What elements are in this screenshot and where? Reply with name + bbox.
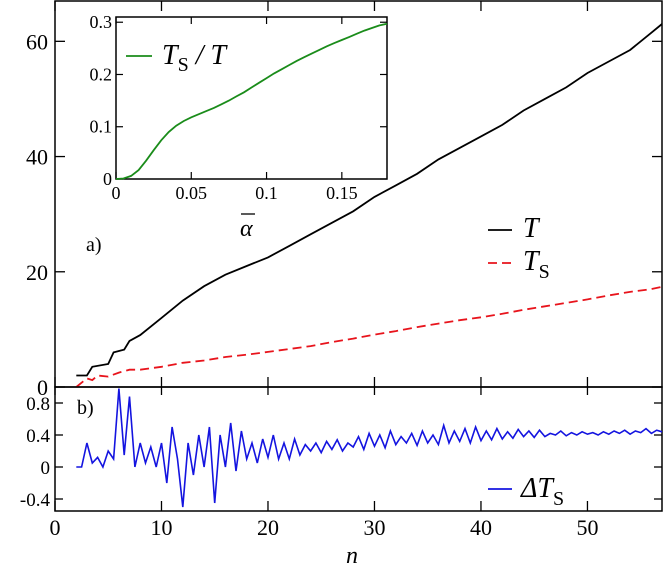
- panel-b-y-tick-label-0: -0.4: [20, 490, 51, 511]
- inset-legend: TS / T: [126, 40, 228, 76]
- inset-legend-tail-0: / T: [189, 40, 229, 71]
- panel-a-y-tick-label-3: 60: [26, 29, 48, 54]
- panel-b-ticks: 0 10 20 30 40 50 -0.4 0 0.4 0.8: [20, 387, 662, 540]
- panel-b-x-tick-label-4: 40: [470, 515, 492, 540]
- inset-frame: [115, 16, 388, 180]
- panel-b: 0 10 20 30 40 50 -0.4 0 0.4 0.8 b) ΔTS n: [20, 386, 663, 568]
- panel-a-legend-label-0: T: [523, 213, 541, 244]
- inset-legend-label-0: TS / T: [162, 40, 228, 76]
- panel-a-legend-main-1: T: [523, 246, 541, 277]
- inset-y-tick-label-0: 0: [103, 169, 112, 189]
- inset-x-tick-label-1: 0.05: [176, 183, 208, 203]
- panel-b-x-tick-label-5: 50: [576, 515, 598, 540]
- panel-b-y-tick-label-3: 0.8: [26, 394, 50, 415]
- panel-b-legend-main-0: ΔT: [520, 473, 555, 504]
- inset-chart: 0 0.05 0.1 0.15 0 0.1 0.2 0.3 TS / T α: [90, 12, 388, 242]
- panel-b-y-tick-label-2: 0.4: [26, 426, 50, 447]
- panel-b-legend: ΔTS: [488, 473, 564, 510]
- panel-b-frame: [54, 386, 663, 512]
- panel-b-legend-sub-0: S: [553, 488, 564, 510]
- panel-a-series-1: [75, 285, 663, 388]
- inset-legend-main-0: T: [162, 40, 180, 71]
- x-axis-label: n: [346, 543, 358, 568]
- panel-a-legend-sub-1: S: [539, 261, 550, 283]
- inset-y-tick-label-3: 0.3: [90, 12, 113, 32]
- inset-x-axis-label: α: [240, 213, 255, 242]
- panel-b-y-tick-label-1: 0: [41, 458, 51, 479]
- inset-x-tick-label-0: 0: [112, 183, 121, 203]
- panel-a-y-tick-label-1: 20: [26, 260, 48, 285]
- inset-legend-sub-0: S: [178, 54, 189, 76]
- panel-b-x-tick-label-0: 0: [50, 515, 61, 540]
- panel-a-y-tick-label-0: 0: [37, 375, 48, 400]
- panel-b-legend-label-0: ΔTS: [520, 473, 564, 510]
- inset-x-tick-label-3: 0.15: [326, 183, 358, 203]
- panel-a-y-ticks: 0 20 40 60: [26, 1, 662, 400]
- panel-b-label: b): [77, 397, 94, 419]
- inset-x-tick-label-2: 0.1: [255, 183, 278, 203]
- panel-b-x-tick-label-3: 30: [363, 515, 385, 540]
- inset-x-axis-label-text: α: [240, 216, 253, 242]
- panel-a-y-tick-label-2: 40: [26, 145, 48, 170]
- panel-a-series-0: [76, 23, 663, 377]
- panel-b-series-0: [76, 388, 663, 508]
- panel-a-legend-label-1: TS: [523, 246, 550, 283]
- panel-a-legend: TTS: [488, 213, 550, 283]
- panel-b-series: [76, 388, 663, 508]
- inset-series: [115, 22, 388, 180]
- inset-y-tick-label-1: 0.1: [90, 117, 113, 137]
- panel-b-x-tick-label-2: 20: [257, 515, 279, 540]
- panel-b-x-tick-label-1: 10: [150, 515, 172, 540]
- inset-ticks: 0 0.05 0.1 0.15 0 0.1 0.2 0.3: [90, 12, 387, 203]
- panel-a-legend-main-0: T: [523, 213, 541, 244]
- inset-y-tick-label-2: 0.2: [90, 64, 113, 84]
- panel-a-series: [75, 23, 663, 388]
- panel-a-label: a): [86, 234, 102, 256]
- inset-background: [116, 17, 387, 179]
- inset-series-0: [115, 22, 388, 180]
